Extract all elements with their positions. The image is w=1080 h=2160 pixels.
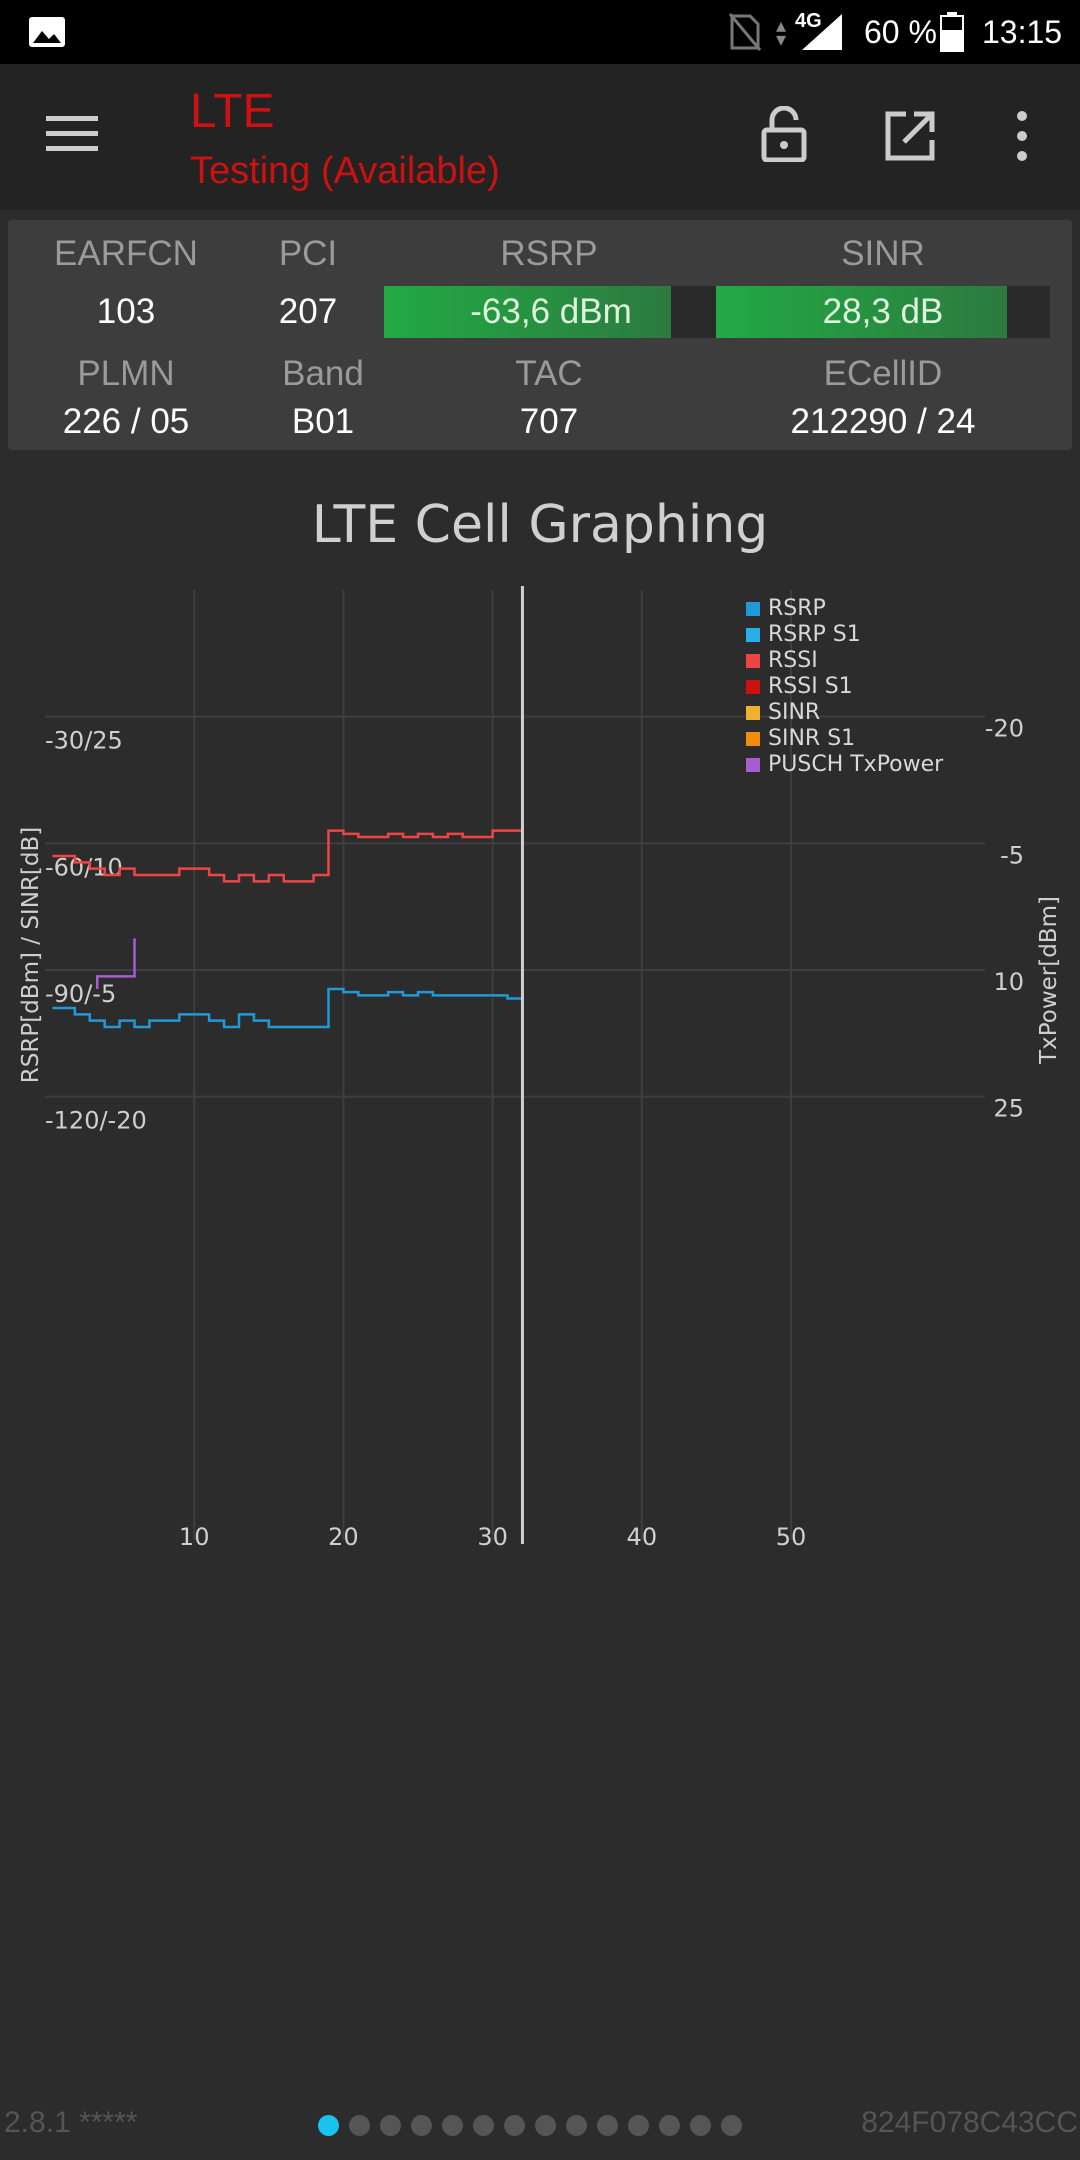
- y2-axis-label: TxPower[dBm]: [1036, 896, 1062, 1065]
- ecellid-label: ECellID: [823, 354, 943, 393]
- legend-label: RSRP: [768, 596, 826, 621]
- legend-label: RSSI S1: [768, 674, 853, 699]
- legend-label: PUSCH TxPower: [768, 752, 944, 777]
- battery-icon: [940, 12, 964, 52]
- no-sim-icon: [728, 13, 762, 51]
- gallery-icon: [29, 17, 65, 47]
- earfcn-label: EARFCN: [54, 234, 198, 273]
- page-dot[interactable]: [659, 2115, 680, 2136]
- y2-tick-label: -20: [985, 715, 1024, 743]
- y2-tick-label: 10: [993, 968, 1024, 996]
- status-bar: ▴ ▾ 4G 60 % 13:15: [0, 0, 1080, 64]
- page-dot[interactable]: [628, 2115, 649, 2136]
- page-dot[interactable]: [566, 2115, 587, 2136]
- tac-value: 707: [519, 402, 579, 441]
- series-line-rssi: [52, 829, 523, 883]
- plmn-value: 226 / 05: [62, 402, 190, 441]
- y-tick-label: -90/-5: [45, 980, 116, 1008]
- legend-label: RSSI: [768, 648, 818, 673]
- x-tick-label: 30: [477, 1523, 508, 1551]
- chart-title: LTE Cell Graphing: [311, 495, 769, 555]
- page-dot[interactable]: [504, 2115, 525, 2136]
- y-tick-label: -30/25: [45, 727, 123, 755]
- rsrp-label: RSRP: [500, 234, 598, 273]
- page-dot[interactable]: [442, 2115, 463, 2136]
- plmn-label: PLMN: [77, 354, 175, 393]
- battery-percent: 60 %: [864, 14, 937, 50]
- y-tick-label: -120/-20: [45, 1107, 147, 1135]
- band-label: Band: [282, 354, 364, 393]
- app-subtitle: Testing (Available): [190, 150, 500, 192]
- rsrp-bar: -63,6 dBm: [384, 286, 718, 338]
- x-tick-label: 50: [776, 1523, 807, 1551]
- earfcn-value: 103: [96, 292, 156, 331]
- page-dot[interactable]: [411, 2115, 432, 2136]
- menu-icon[interactable]: [46, 114, 98, 154]
- sinr-bar: 28,3 dB: [716, 286, 1050, 338]
- app-title: LTE: [190, 85, 275, 138]
- legend-label: RSRP S1: [768, 622, 861, 647]
- page-dot[interactable]: [380, 2115, 401, 2136]
- rsrp-value: -63,6 dBm: [470, 292, 632, 331]
- sinr-bar-fill: [716, 286, 1007, 338]
- x-tick-label: 20: [328, 1523, 359, 1551]
- legend-swatch: [746, 654, 760, 668]
- page-dot[interactable]: [597, 2115, 618, 2136]
- legend-swatch: [746, 602, 760, 616]
- cell-info-panel: EARFCN 103 PCI 207 RSRP -63,6 dBm SINR 2…: [8, 220, 1072, 450]
- open-external-icon[interactable]: [884, 110, 936, 162]
- app-bar: LTE Testing (Available): [0, 64, 1080, 210]
- app-version: 2.8.1 *****: [4, 2106, 138, 2139]
- clock: 13:15: [982, 14, 1063, 50]
- sinr-value: 28,3 dB: [822, 292, 944, 331]
- signal-icon: [802, 14, 842, 50]
- x-tick-label: 40: [627, 1523, 658, 1551]
- device-id: 824F078C43CC: [861, 2106, 1078, 2139]
- x-tick-label: 10: [179, 1523, 210, 1551]
- page-indicator[interactable]: [318, 2115, 742, 2139]
- tac-label: TAC: [515, 354, 583, 393]
- page-dot[interactable]: [721, 2115, 742, 2136]
- legend-label: SINR: [768, 700, 820, 725]
- y-tick-label: -60/10: [45, 853, 123, 881]
- band-value: B01: [291, 402, 355, 441]
- lte-cell-chart[interactable]: -30/25 -60/10 -90/-5 -120/-20 -20 -5 10 25 10 20 3…: [0, 580, 1080, 1560]
- legend-swatch: [746, 732, 760, 746]
- y2-tick-label: -5: [1000, 841, 1024, 869]
- unlock-icon[interactable]: [760, 106, 808, 162]
- series-line-rsrp: [52, 987, 523, 1029]
- legend-swatch: [746, 706, 760, 720]
- pci-label: PCI: [278, 234, 338, 273]
- ecellid-value: 212290 / 24: [790, 402, 976, 441]
- page-dot[interactable]: [318, 2115, 339, 2136]
- legend-swatch: [746, 758, 760, 772]
- legend-label: SINR S1: [768, 726, 855, 751]
- page-dot[interactable]: [473, 2115, 494, 2136]
- more-options-icon[interactable]: [1012, 108, 1032, 164]
- pci-value: 207: [278, 292, 338, 331]
- legend-swatch: [746, 628, 760, 642]
- network-type: 4G: [795, 10, 822, 32]
- data-activity-icon: ▴ ▾: [776, 13, 787, 51]
- y-axis-label: RSRP[dBm] / SINR[dB]: [18, 827, 44, 1083]
- page-dot[interactable]: [349, 2115, 370, 2136]
- rsrp-bar-fill: [384, 286, 672, 338]
- page-dot[interactable]: [535, 2115, 556, 2136]
- page-dot[interactable]: [690, 2115, 711, 2136]
- legend-swatch: [746, 680, 760, 694]
- series-line-pusch-txpower: [95, 938, 136, 989]
- sinr-label: SINR: [841, 234, 925, 273]
- y2-tick-label: 25: [993, 1095, 1024, 1123]
